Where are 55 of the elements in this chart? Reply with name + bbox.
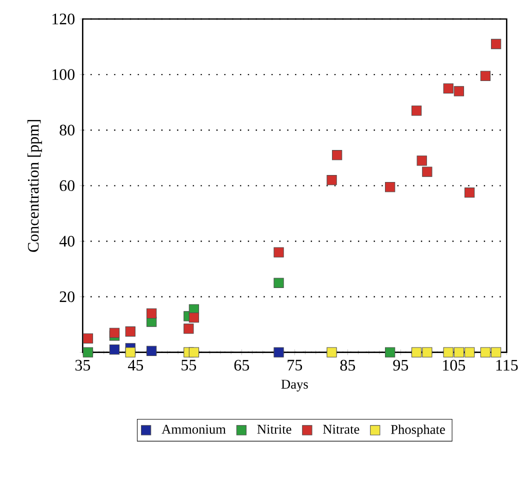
point bbox=[454, 86, 464, 96]
point bbox=[146, 346, 157, 356]
point bbox=[125, 347, 136, 358]
x-tick-label: 85 bbox=[340, 360, 356, 371]
point bbox=[416, 156, 427, 166]
point bbox=[490, 38, 502, 50]
x-tick-label: 105 bbox=[443, 360, 466, 371]
legend-label: Ammonium bbox=[162, 424, 226, 434]
point bbox=[411, 106, 422, 116]
point bbox=[422, 166, 432, 177]
point bbox=[411, 347, 422, 358]
x-tick-label: 115 bbox=[496, 360, 518, 371]
y-tick-label: 100 bbox=[52, 69, 74, 80]
point bbox=[422, 347, 432, 358]
y-tick-label: 60 bbox=[60, 180, 74, 192]
point bbox=[490, 347, 502, 358]
y-tick-label: 40 bbox=[59, 236, 74, 247]
y-axis-title: Concentration [ppm] bbox=[27, 120, 42, 252]
point bbox=[443, 83, 454, 94]
y-tick-label: 20 bbox=[60, 291, 74, 302]
point bbox=[480, 347, 491, 358]
legend-label: Phosphate bbox=[390, 424, 445, 437]
point bbox=[326, 347, 337, 358]
legend-label: Nitrate bbox=[323, 424, 360, 434]
point bbox=[274, 278, 284, 288]
point bbox=[464, 188, 475, 198]
y-tick-label: 80 bbox=[60, 124, 74, 136]
point bbox=[188, 347, 200, 358]
point bbox=[332, 150, 342, 160]
point bbox=[109, 344, 120, 355]
point bbox=[188, 312, 200, 323]
point bbox=[109, 328, 120, 338]
point bbox=[454, 347, 464, 358]
point bbox=[82, 347, 94, 358]
x-tick-label: 95 bbox=[393, 360, 408, 371]
legend-label: Nitrite bbox=[257, 424, 292, 434]
point bbox=[326, 175, 337, 186]
x-axis-title: Days bbox=[281, 380, 308, 392]
point bbox=[464, 347, 475, 358]
point bbox=[82, 333, 94, 344]
point bbox=[274, 247, 284, 258]
point bbox=[384, 182, 396, 192]
point bbox=[125, 326, 136, 337]
x-tick-label: 45 bbox=[128, 360, 144, 371]
y-tick-label: 120 bbox=[52, 14, 74, 24]
x-tick-label: 65 bbox=[234, 360, 250, 371]
point bbox=[184, 324, 194, 334]
point bbox=[443, 347, 454, 358]
point bbox=[274, 347, 284, 358]
x-tick-label: 55 bbox=[182, 360, 196, 371]
x-tick-label: 35 bbox=[75, 360, 90, 371]
point bbox=[384, 347, 396, 358]
x-tick-label: 75 bbox=[288, 360, 302, 371]
point bbox=[146, 308, 157, 319]
point bbox=[480, 70, 491, 82]
